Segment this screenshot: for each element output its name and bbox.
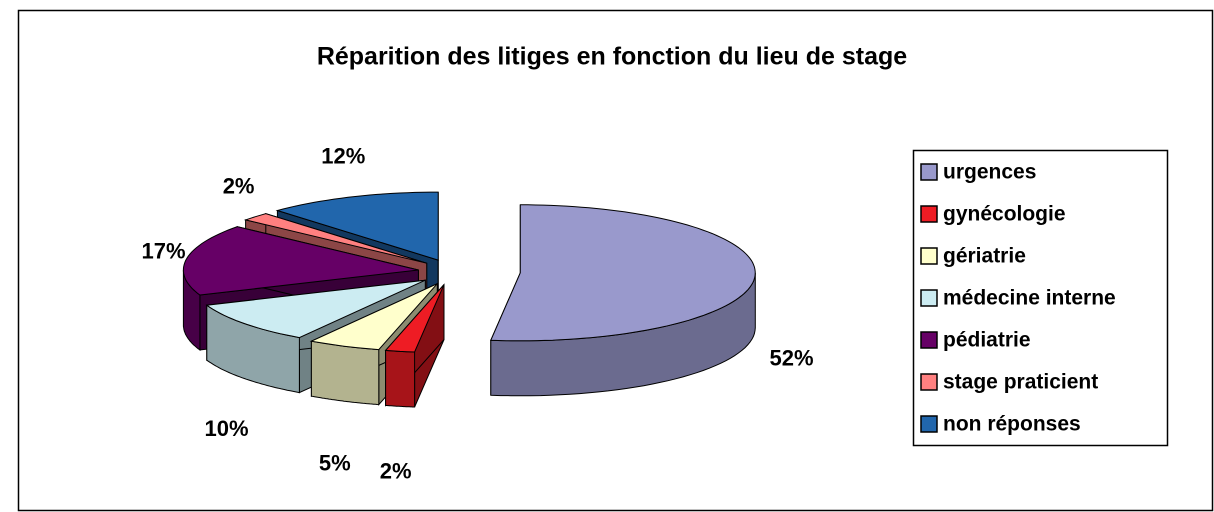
data-label: 17% (142, 239, 186, 264)
legend-label: médecine interne (943, 287, 1116, 310)
legend-box (912, 149, 1169, 447)
data-label: 52% (770, 346, 814, 371)
data-label: 2% (380, 459, 412, 484)
legend-label: pédiatrie (943, 329, 1031, 352)
pie-slice (384, 283, 445, 408)
slice-top (275, 191, 439, 261)
slice-wall (385, 349, 416, 408)
pie-slice (490, 204, 756, 397)
data-label: 12% (321, 143, 365, 168)
slice-top (205, 279, 426, 339)
chart-title: Réparition des litiges en fonction du li… (317, 43, 907, 71)
legend-label: non réponses (943, 413, 1081, 436)
data-label: 5% (319, 451, 351, 476)
legend-label: gériatrie (943, 245, 1026, 268)
slice-top (309, 283, 438, 351)
slice-top (384, 284, 445, 353)
legend-swatch (920, 205, 938, 223)
legend-swatch (920, 163, 938, 181)
legend-swatch (920, 247, 938, 265)
legend-label: stage praticient (943, 371, 1098, 394)
legend-swatch (920, 289, 938, 307)
slice-top (182, 226, 419, 296)
legend-swatch (920, 415, 938, 433)
legend-swatch (920, 373, 938, 391)
slice-top (243, 213, 427, 264)
legend-label: gynécologie (943, 203, 1066, 226)
data-label: 2% (223, 174, 255, 199)
legend-swatch (920, 331, 938, 349)
slice-top (490, 204, 756, 342)
legend-label: urgences (943, 161, 1036, 184)
slice-wall (310, 340, 380, 406)
data-label: 10% (205, 416, 249, 441)
